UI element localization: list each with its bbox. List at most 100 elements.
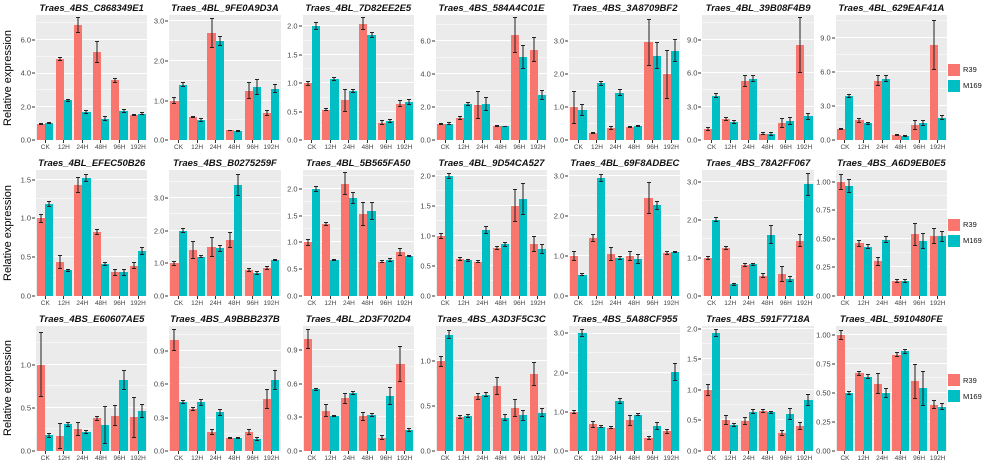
bar-slot [119,326,128,451]
gene-chart: Traes_4BS_E60607AE5 0.0 0.5 1.0 CK 12H 24H 48H 9… [15,311,148,466]
x-tick-label: 48H [361,299,374,307]
bar-slot [625,326,635,451]
error-cap-top [617,89,622,91]
x-tick-mark [614,140,616,144]
error-bar [789,117,791,126]
error-bar [858,239,860,247]
bar-slot [796,170,805,296]
gene-chart: Traes_4BS_584A4C01E 0.0 2.0 4.0 6.0 CK 12H 24H 4… [415,0,548,155]
bar-m169 [348,198,358,296]
x-tick: CK [169,450,188,466]
error-cap-top [513,189,518,191]
bar-r39 [74,25,83,141]
error-bar [459,257,461,262]
error-cap-top [217,245,222,247]
bar-group [169,170,188,296]
error-bar [707,255,709,260]
error-cap-top [305,329,310,331]
error-bar [408,427,410,432]
error-bar [914,363,916,399]
bar-slot [892,170,901,296]
gene-chart: Traes_4BL_69F8ADBEC 0.0 1.0 2.0 3.0 CK 12H 24H 4… [548,155,681,310]
gridline-minor [835,194,947,196]
y-axis: 0.0 1.0 2.0 3.0 [149,15,169,144]
error-bar [266,110,268,117]
error-bar [496,125,498,128]
y-tick-mark [698,39,702,41]
legend-label-m169: M169 [963,391,982,401]
error-cap-bottom [913,128,918,130]
error-cap-bottom [572,412,577,414]
y-tick-mark [298,416,302,418]
error-cap-top [798,17,803,19]
x-tick-label: 48H [628,454,640,462]
error-cap-top [931,19,936,21]
bar-group [928,326,947,451]
error-bar [799,234,801,248]
bar-r39 [796,240,805,296]
error-cap-bottom [713,336,718,338]
y-tick-mark [565,73,569,75]
error-cap-bottom [769,412,774,414]
bar-slot [340,170,349,296]
error-cap-bottom [140,114,145,116]
y-axis: 0.00 0.25 0.50 0.75 1.00 [816,170,836,299]
bar-r39 [455,416,464,451]
bar-slot [625,170,635,296]
error-bar [666,49,668,100]
x-tick: CK [436,450,455,466]
y-tick-mark [165,417,169,419]
bar-groups [569,326,680,451]
x-tick-mark [178,450,180,454]
error-bar [896,352,898,357]
bar-r39 [625,255,635,296]
y-tick-mark [565,40,569,42]
bar-group [303,326,322,451]
y-tick-label: 2.0 [686,214,698,224]
x-tick-label: 96H [779,454,792,462]
bar-groups [169,326,280,451]
error-cap-top [361,411,366,413]
bar-m169 [844,95,854,141]
error-cap-top [732,422,737,424]
x-tick-mark [711,295,713,299]
x-tick-label: CK [707,454,717,462]
gridline-minor [36,275,148,277]
bar-m169 [919,388,928,451]
bar-group [436,170,455,296]
y-tick-mark [565,139,569,141]
error-cap-top [342,392,347,394]
bar-group [55,326,74,451]
x-tick-mark [404,450,406,454]
bar-group [928,170,947,296]
bar-slot [937,326,946,451]
x-tick-label: 12H [457,299,470,307]
error-cap-bottom [627,126,632,128]
chart-body: 0.0 3.0 6.0 9.0 [682,15,814,144]
error-bar [496,376,498,395]
error-bar [770,411,772,414]
error-bar [867,244,869,249]
x-tick-mark [137,295,139,299]
bar-slot [170,326,179,451]
bar-r39 [74,185,83,296]
y-tick-label: 0.6 [153,379,165,389]
bar-r39 [74,429,83,451]
x-tick: CK [702,450,721,466]
error-bar [85,174,87,182]
y-tick-mark [565,175,569,177]
y-tick-label: 0.0 [153,290,165,300]
bar-m169 [652,205,661,296]
bar-slot [396,170,405,296]
bar-slot [445,15,454,141]
bar-slot [111,170,120,296]
x-axis: CK 12H 24H 48H 96H 192H [682,295,813,311]
y-tick-mark [298,215,302,217]
error-cap-bottom [724,423,729,425]
y-tick-label: 0.50 [816,233,831,243]
gridline-minor [835,122,947,124]
legend-swatch-r39 [948,374,960,387]
gridline-minor [569,234,681,236]
bar-group [491,15,510,141]
error-cap-bottom [713,96,718,98]
